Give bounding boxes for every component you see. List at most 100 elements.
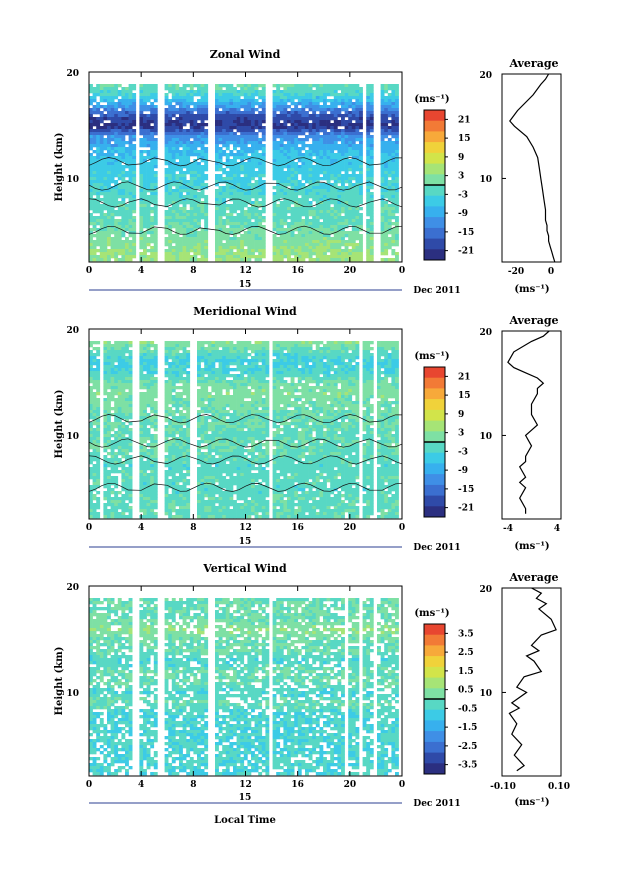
- heatmap-cell: [327, 126, 331, 129]
- heatmap-cell: [355, 105, 359, 108]
- heatmap-cell: [352, 105, 356, 108]
- heatmap-cell: [125, 237, 129, 240]
- heatmap-cell: [129, 120, 133, 123]
- heatmap-cell: [111, 452, 115, 455]
- heatmap-cell: [323, 225, 327, 228]
- heatmap-cell: [114, 452, 118, 455]
- heatmap-cell: [298, 243, 302, 246]
- heatmap-cell: [93, 362, 97, 365]
- heatmap-cell: [366, 135, 370, 138]
- heatmap-cell: [150, 473, 154, 476]
- heatmap-cell: [247, 117, 251, 120]
- heatmap-cell: [132, 177, 136, 180]
- heatmap-cell: [96, 240, 100, 243]
- heatmap-cell: [323, 162, 327, 165]
- heatmap-cell: [381, 165, 385, 168]
- heatmap-cell: [251, 192, 255, 195]
- heatmap-cell: [352, 198, 356, 201]
- colorbar-swatch: [424, 131, 445, 142]
- heatmap-cell: [355, 201, 359, 204]
- heatmap-cell: [366, 156, 370, 159]
- heatmap-cell: [330, 192, 334, 195]
- heatmap-cell: [154, 252, 158, 255]
- heatmap-cell: [323, 177, 327, 180]
- heatmap-cell: [147, 515, 151, 518]
- heatmap-cell: [147, 168, 151, 171]
- heatmap-cell: [370, 111, 374, 114]
- heatmap-cell: [294, 210, 298, 213]
- heatmap-cell: [337, 135, 341, 138]
- heatmap-cell: [172, 240, 176, 243]
- heatmap-cell: [165, 219, 169, 222]
- heatmap-cell: [334, 111, 338, 114]
- heatmap-cell: [345, 102, 349, 105]
- heatmap-cell: [89, 123, 93, 126]
- heatmap-cell: [355, 153, 359, 156]
- heatmap-cell: [323, 105, 327, 108]
- heatmap-cell: [222, 186, 226, 189]
- heatmap-cell: [197, 168, 201, 171]
- heatmap-cell: [193, 114, 197, 117]
- heatmap-cell: [143, 246, 147, 249]
- heatmap-cell: [175, 174, 179, 177]
- heatmap-cell: [294, 123, 298, 126]
- heatmap-cell: [388, 156, 392, 159]
- heatmap-cell: [114, 108, 118, 111]
- heatmap-cell: [93, 407, 97, 410]
- heatmap-cell: [143, 398, 147, 401]
- heatmap-cell: [341, 222, 345, 225]
- heatmap-cell: [139, 440, 143, 443]
- heatmap-cell: [183, 108, 187, 111]
- heatmap-cell: [111, 374, 115, 377]
- heatmap-cell: [327, 147, 331, 150]
- heatmap-cell: [175, 228, 179, 231]
- heatmap-cell: [273, 156, 277, 159]
- heatmap-cell: [334, 156, 338, 159]
- heatmap-cell: [291, 240, 295, 243]
- heatmap-cell: [93, 434, 97, 437]
- heatmap-cell: [193, 246, 197, 249]
- heatmap-cell: [298, 84, 302, 87]
- heatmap-cell: [96, 419, 100, 422]
- heatmap-cell: [222, 99, 226, 102]
- heatmap-cell: [168, 177, 172, 180]
- heatmap-cell: [226, 213, 230, 216]
- heatmap-cell: [348, 153, 352, 156]
- heatmap-cell: [139, 422, 143, 425]
- heatmap-cell: [251, 177, 255, 180]
- heatmap-cell: [125, 216, 129, 219]
- heatmap-cell: [168, 255, 172, 258]
- heatmap-cell: [93, 353, 97, 356]
- heatmap-cell: [237, 183, 241, 186]
- heatmap-cell: [139, 479, 143, 482]
- heatmap-cell: [273, 84, 277, 87]
- heatmap-cell: [334, 153, 338, 156]
- heatmap-cell: [168, 87, 172, 90]
- heatmap-cell: [121, 144, 125, 147]
- heatmap-cell: [273, 222, 277, 225]
- heatmap-cell: [388, 102, 392, 105]
- heatmap-cell: [370, 126, 374, 129]
- heatmap-cell: [193, 144, 197, 147]
- heatmap-cell: [100, 93, 104, 96]
- heatmap-cell: [114, 87, 118, 90]
- heatmap-cell: [355, 99, 359, 102]
- heatmap-cell: [121, 512, 125, 515]
- heatmap-cell: [237, 99, 241, 102]
- heatmap-cell: [93, 135, 97, 138]
- heatmap-cell: [193, 216, 197, 219]
- heatmap-cell: [222, 246, 226, 249]
- heatmap-cell: [168, 192, 172, 195]
- heatmap-cell: [125, 473, 129, 476]
- heatmap-cell: [89, 120, 93, 123]
- heatmap-cell: [215, 129, 219, 132]
- heatmap-cell: [305, 165, 309, 168]
- heatmap-cell: [384, 204, 388, 207]
- heatmap-cell: [150, 180, 154, 183]
- heatmap-cell: [384, 249, 388, 252]
- heatmap-cell: [291, 141, 295, 144]
- heatmap-cell: [219, 90, 223, 93]
- heatmap-cell: [175, 144, 179, 147]
- heatmap-cell: [103, 380, 107, 383]
- heatmap-cell: [132, 117, 136, 120]
